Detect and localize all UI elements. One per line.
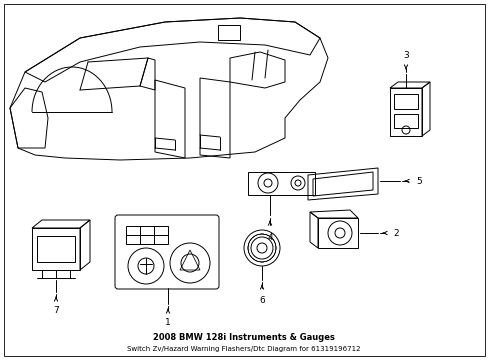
- Text: 2008 BMW 128i Instruments & Gauges: 2008 BMW 128i Instruments & Gauges: [153, 333, 334, 342]
- Text: 6: 6: [259, 296, 264, 305]
- Bar: [393, 94, 417, 109]
- Bar: [37, 236, 75, 262]
- Bar: [389, 88, 421, 136]
- Text: 2: 2: [392, 229, 398, 238]
- Text: 4: 4: [266, 233, 272, 242]
- Text: 1: 1: [165, 318, 170, 327]
- Bar: [32, 228, 80, 270]
- Bar: [218, 25, 240, 40]
- Bar: [126, 226, 168, 244]
- Text: Switch Zv/Hazard Warning Flashers/Dtc Diagram for 61319196712: Switch Zv/Hazard Warning Flashers/Dtc Di…: [127, 346, 360, 352]
- Bar: [393, 114, 417, 128]
- Text: 5: 5: [415, 176, 421, 185]
- Text: 7: 7: [53, 306, 59, 315]
- Text: 3: 3: [402, 51, 408, 60]
